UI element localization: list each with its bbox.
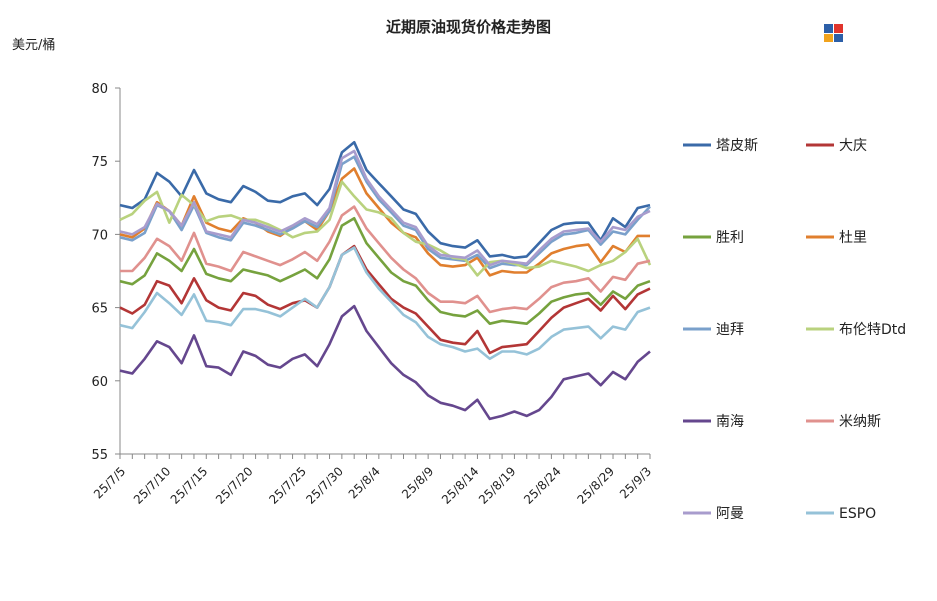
brand-logo — [822, 20, 902, 46]
logo-mark-icon — [824, 24, 843, 42]
chart-title: 近期原油现货价格走势图 — [385, 18, 551, 36]
series-line — [119, 217, 651, 326]
y-tick-label: 75 — [91, 155, 108, 170]
chart-series — [119, 140, 652, 421]
x-tick-label: 25/9/3 — [617, 464, 654, 501]
legend-label: 塔皮斯 — [716, 138, 758, 154]
x-tick-label: 25/7/15 — [168, 464, 211, 507]
y-tick-label: 70 — [91, 228, 108, 243]
series-line — [119, 246, 651, 361]
x-tick-label: 25/8/29 — [575, 464, 618, 507]
x-tick-label: 25/8/9 — [399, 464, 436, 501]
y-tick-label: 60 — [91, 375, 108, 390]
y-tick-label: 65 — [91, 302, 108, 317]
x-tick-label: 25/7/20 — [213, 464, 256, 507]
series-line — [119, 155, 651, 270]
y-tick-label: 80 — [91, 82, 108, 97]
legend-label: 杜里 — [839, 230, 867, 246]
legend-label: 阿曼 — [716, 506, 744, 522]
legend-label: ESPO — [839, 506, 876, 522]
x-tick-label: 25/7/25 — [266, 464, 309, 507]
series-line — [119, 140, 651, 260]
y-tick-label: 55 — [91, 448, 108, 463]
legend-label: 胜利 — [716, 230, 744, 246]
x-tick-label: 25/7/30 — [303, 464, 346, 507]
series-line — [119, 304, 651, 421]
y-axis-unit-label: 美元/桶 — [12, 38, 56, 53]
x-tick-label: 25/8/24 — [521, 464, 564, 507]
series-line — [119, 180, 652, 277]
legend-label: 布伦特Dtd — [839, 322, 906, 338]
series-line — [119, 244, 651, 355]
x-tick-label: 25/8/4 — [346, 464, 383, 501]
x-tick-label: 25/8/19 — [476, 464, 519, 507]
series-line — [120, 205, 651, 314]
x-tick-label: 25/8/14 — [439, 464, 482, 507]
legend-label: 迪拜 — [716, 322, 744, 338]
x-tick-label: 25/7/5 — [91, 464, 128, 501]
series-line — [119, 149, 651, 267]
legend-label: 米纳斯 — [839, 414, 881, 430]
legend-label: 南海 — [716, 414, 744, 430]
legend-label: 大庆 — [839, 138, 867, 154]
x-tick-label: 25/7/10 — [131, 464, 174, 507]
